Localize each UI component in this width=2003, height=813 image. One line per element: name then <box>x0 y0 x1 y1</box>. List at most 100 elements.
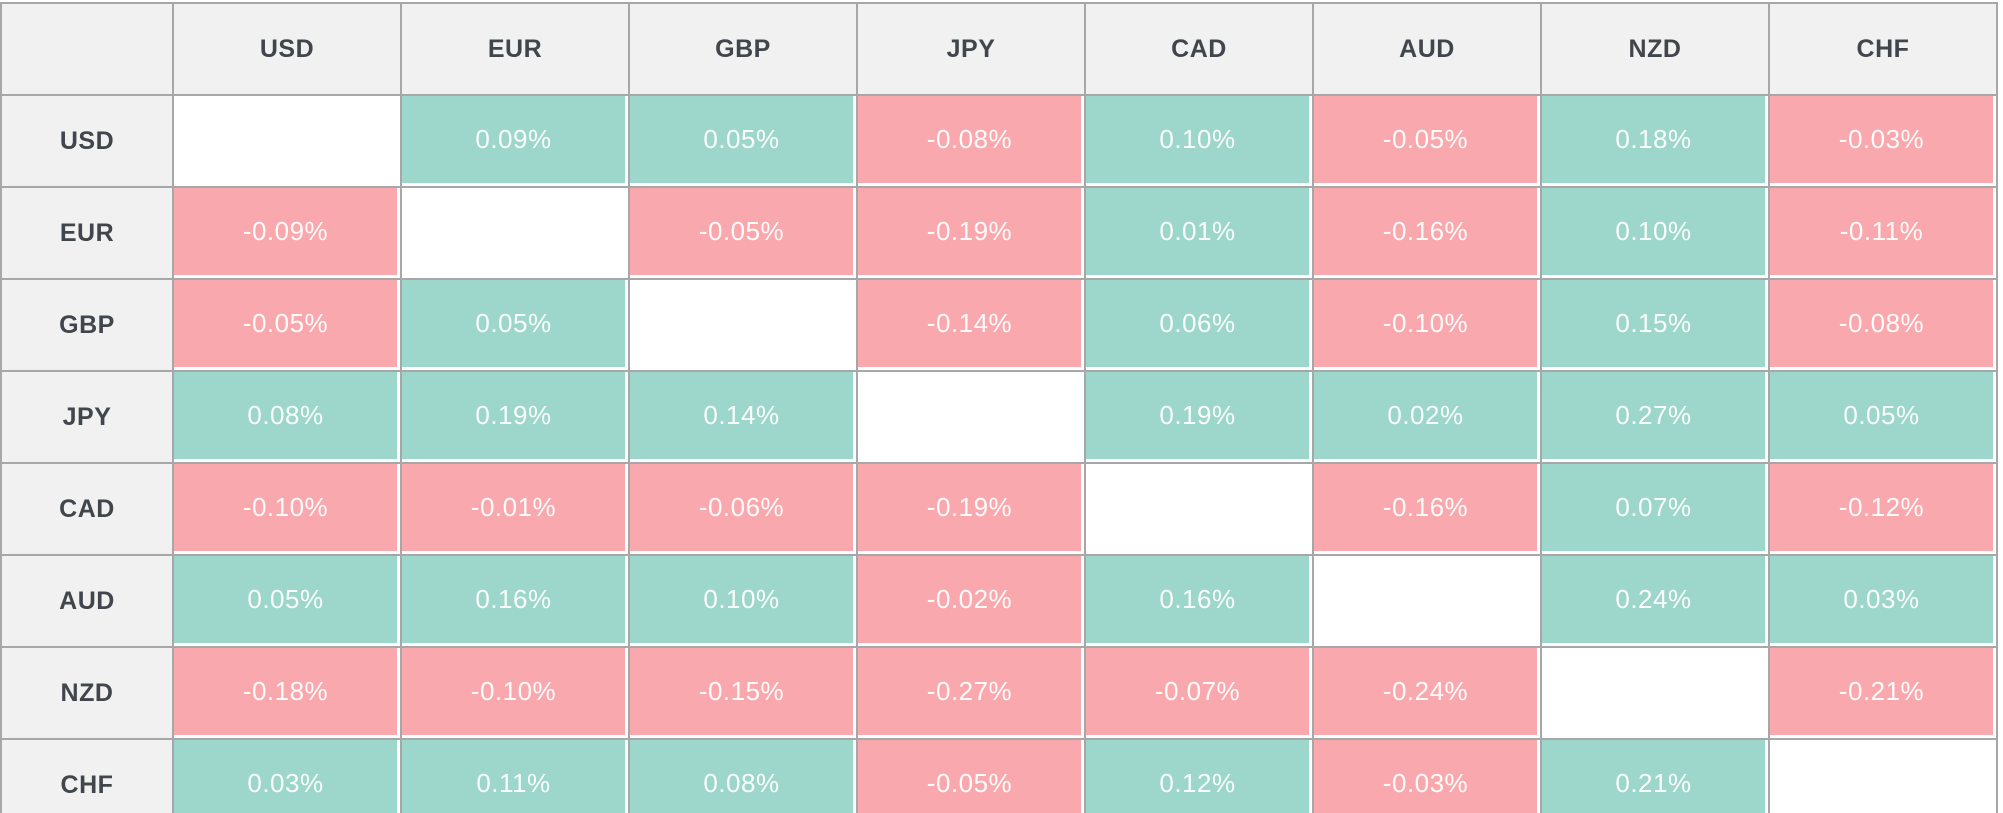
cell-value: -0.16% <box>1314 188 1537 275</box>
col-header-usd: USD <box>172 2 402 96</box>
cell-aud-nzd: 0.24% <box>1540 554 1770 648</box>
cell-value: -0.27% <box>858 648 1081 735</box>
cell-value: -0.03% <box>1770 96 1993 183</box>
row-label-cad: CAD <box>0 462 174 556</box>
row-label-nzd: NZD <box>0 646 174 740</box>
cell-value: -0.10% <box>402 648 625 735</box>
cell-value: 0.24% <box>1542 556 1765 643</box>
cell-value: -0.01% <box>402 464 625 551</box>
diagonal-blank-cell <box>1770 740 1993 813</box>
cell-value: 0.19% <box>402 372 625 459</box>
matrix-row-cad: CAD -0.10% -0.01% -0.06% -0.19% -0.16% 0.07% -0… <box>0 462 1998 556</box>
cell-gbp-usd: -0.05% <box>172 278 402 372</box>
cell-nzd-eur: -0.10% <box>400 646 630 740</box>
cell-chf-jpy: -0.05% <box>856 738 1086 813</box>
matrix-row-gbp: GBP -0.05% 0.05% -0.14% 0.06% -0.10% 0.15% -0.0… <box>0 278 1998 372</box>
cell-value: -0.10% <box>174 464 397 551</box>
cell-usd-aud: -0.05% <box>1312 94 1542 188</box>
cell-value: -0.19% <box>858 464 1081 551</box>
cell-aud-aud <box>1312 554 1542 648</box>
cell-chf-eur: 0.11% <box>400 738 630 813</box>
cell-nzd-jpy: -0.27% <box>856 646 1086 740</box>
cell-value: 0.05% <box>402 280 625 367</box>
diagonal-blank-cell <box>858 372 1081 459</box>
cell-jpy-chf: 0.05% <box>1768 370 1998 464</box>
cell-eur-eur <box>400 186 630 280</box>
cell-usd-jpy: -0.08% <box>856 94 1086 188</box>
cell-aud-eur: 0.16% <box>400 554 630 648</box>
row-label-eur: EUR <box>0 186 174 280</box>
cell-jpy-eur: 0.19% <box>400 370 630 464</box>
cell-aud-jpy: -0.02% <box>856 554 1086 648</box>
cell-jpy-cad: 0.19% <box>1084 370 1314 464</box>
cell-eur-jpy: -0.19% <box>856 186 1086 280</box>
cell-value: -0.05% <box>1314 96 1537 183</box>
cell-value: -0.18% <box>174 648 397 735</box>
cell-cad-aud: -0.16% <box>1312 462 1542 556</box>
cell-nzd-chf: -0.21% <box>1768 646 1998 740</box>
cell-eur-aud: -0.16% <box>1312 186 1542 280</box>
cell-value: 0.10% <box>1086 96 1309 183</box>
cell-eur-chf: -0.11% <box>1768 186 1998 280</box>
cell-jpy-gbp: 0.14% <box>628 370 858 464</box>
cell-usd-eur: 0.09% <box>400 94 630 188</box>
cell-value: -0.14% <box>858 280 1081 367</box>
cell-value: 0.05% <box>174 556 397 643</box>
cell-cad-usd: -0.10% <box>172 462 402 556</box>
cell-aud-chf: 0.03% <box>1768 554 1998 648</box>
cell-value: 0.12% <box>1086 740 1309 813</box>
cell-value: -0.05% <box>174 280 397 367</box>
col-header-eur: EUR <box>400 2 630 96</box>
cell-value: 0.05% <box>630 96 853 183</box>
cell-cad-eur: -0.01% <box>400 462 630 556</box>
cell-eur-nzd: 0.10% <box>1540 186 1770 280</box>
cell-gbp-gbp <box>628 278 858 372</box>
cell-value: 0.16% <box>402 556 625 643</box>
cell-gbp-chf: -0.08% <box>1768 278 1998 372</box>
diagonal-blank-cell <box>1542 648 1765 735</box>
row-label-gbp: GBP <box>0 278 174 372</box>
cell-aud-gbp: 0.10% <box>628 554 858 648</box>
diagonal-blank-cell <box>402 188 625 275</box>
corner-cell <box>0 2 174 96</box>
cell-aud-cad: 0.16% <box>1084 554 1314 648</box>
cell-cad-gbp: -0.06% <box>628 462 858 556</box>
cell-value: 0.09% <box>402 96 625 183</box>
cell-eur-gbp: -0.05% <box>628 186 858 280</box>
cell-cad-nzd: 0.07% <box>1540 462 1770 556</box>
cell-value: 0.27% <box>1542 372 1765 459</box>
cell-jpy-jpy <box>856 370 1086 464</box>
matrix-row-eur: EUR -0.09% -0.05% -0.19% 0.01% -0.16% 0.10% -0.… <box>0 186 1998 280</box>
cell-value: 0.11% <box>402 740 625 813</box>
matrix-header-row: USD EUR GBP JPY CAD AUD NZD CHF <box>0 2 1998 96</box>
cell-aud-usd: 0.05% <box>172 554 402 648</box>
cell-nzd-usd: -0.18% <box>172 646 402 740</box>
cell-value: 0.21% <box>1542 740 1765 813</box>
cell-value: -0.03% <box>1314 740 1537 813</box>
cell-usd-gbp: 0.05% <box>628 94 858 188</box>
matrix-header: USD EUR GBP JPY CAD AUD NZD CHF <box>0 2 1998 96</box>
cell-nzd-gbp: -0.15% <box>628 646 858 740</box>
cell-cad-chf: -0.12% <box>1768 462 1998 556</box>
cell-usd-cad: 0.10% <box>1084 94 1314 188</box>
cell-chf-chf <box>1768 738 1998 813</box>
cell-value: 0.06% <box>1086 280 1309 367</box>
cell-value: 0.05% <box>1770 372 1993 459</box>
col-header-cad: CAD <box>1084 2 1314 96</box>
cell-chf-gbp: 0.08% <box>628 738 858 813</box>
cell-value: -0.05% <box>858 740 1081 813</box>
cell-nzd-cad: -0.07% <box>1084 646 1314 740</box>
cell-value: 0.08% <box>174 372 397 459</box>
cell-chf-usd: 0.03% <box>172 738 402 813</box>
diagonal-blank-cell <box>1086 464 1309 551</box>
matrix-row-usd: USD 0.09% 0.05% -0.08% 0.10% -0.05% 0.18% -0.03… <box>0 94 1998 188</box>
diagonal-blank-cell <box>174 96 397 183</box>
cell-value: -0.11% <box>1770 188 1993 275</box>
cell-value: -0.08% <box>858 96 1081 183</box>
row-label-chf: CHF <box>0 738 174 813</box>
cell-value: 0.16% <box>1086 556 1309 643</box>
cell-value: -0.12% <box>1770 464 1993 551</box>
cell-value: -0.06% <box>630 464 853 551</box>
